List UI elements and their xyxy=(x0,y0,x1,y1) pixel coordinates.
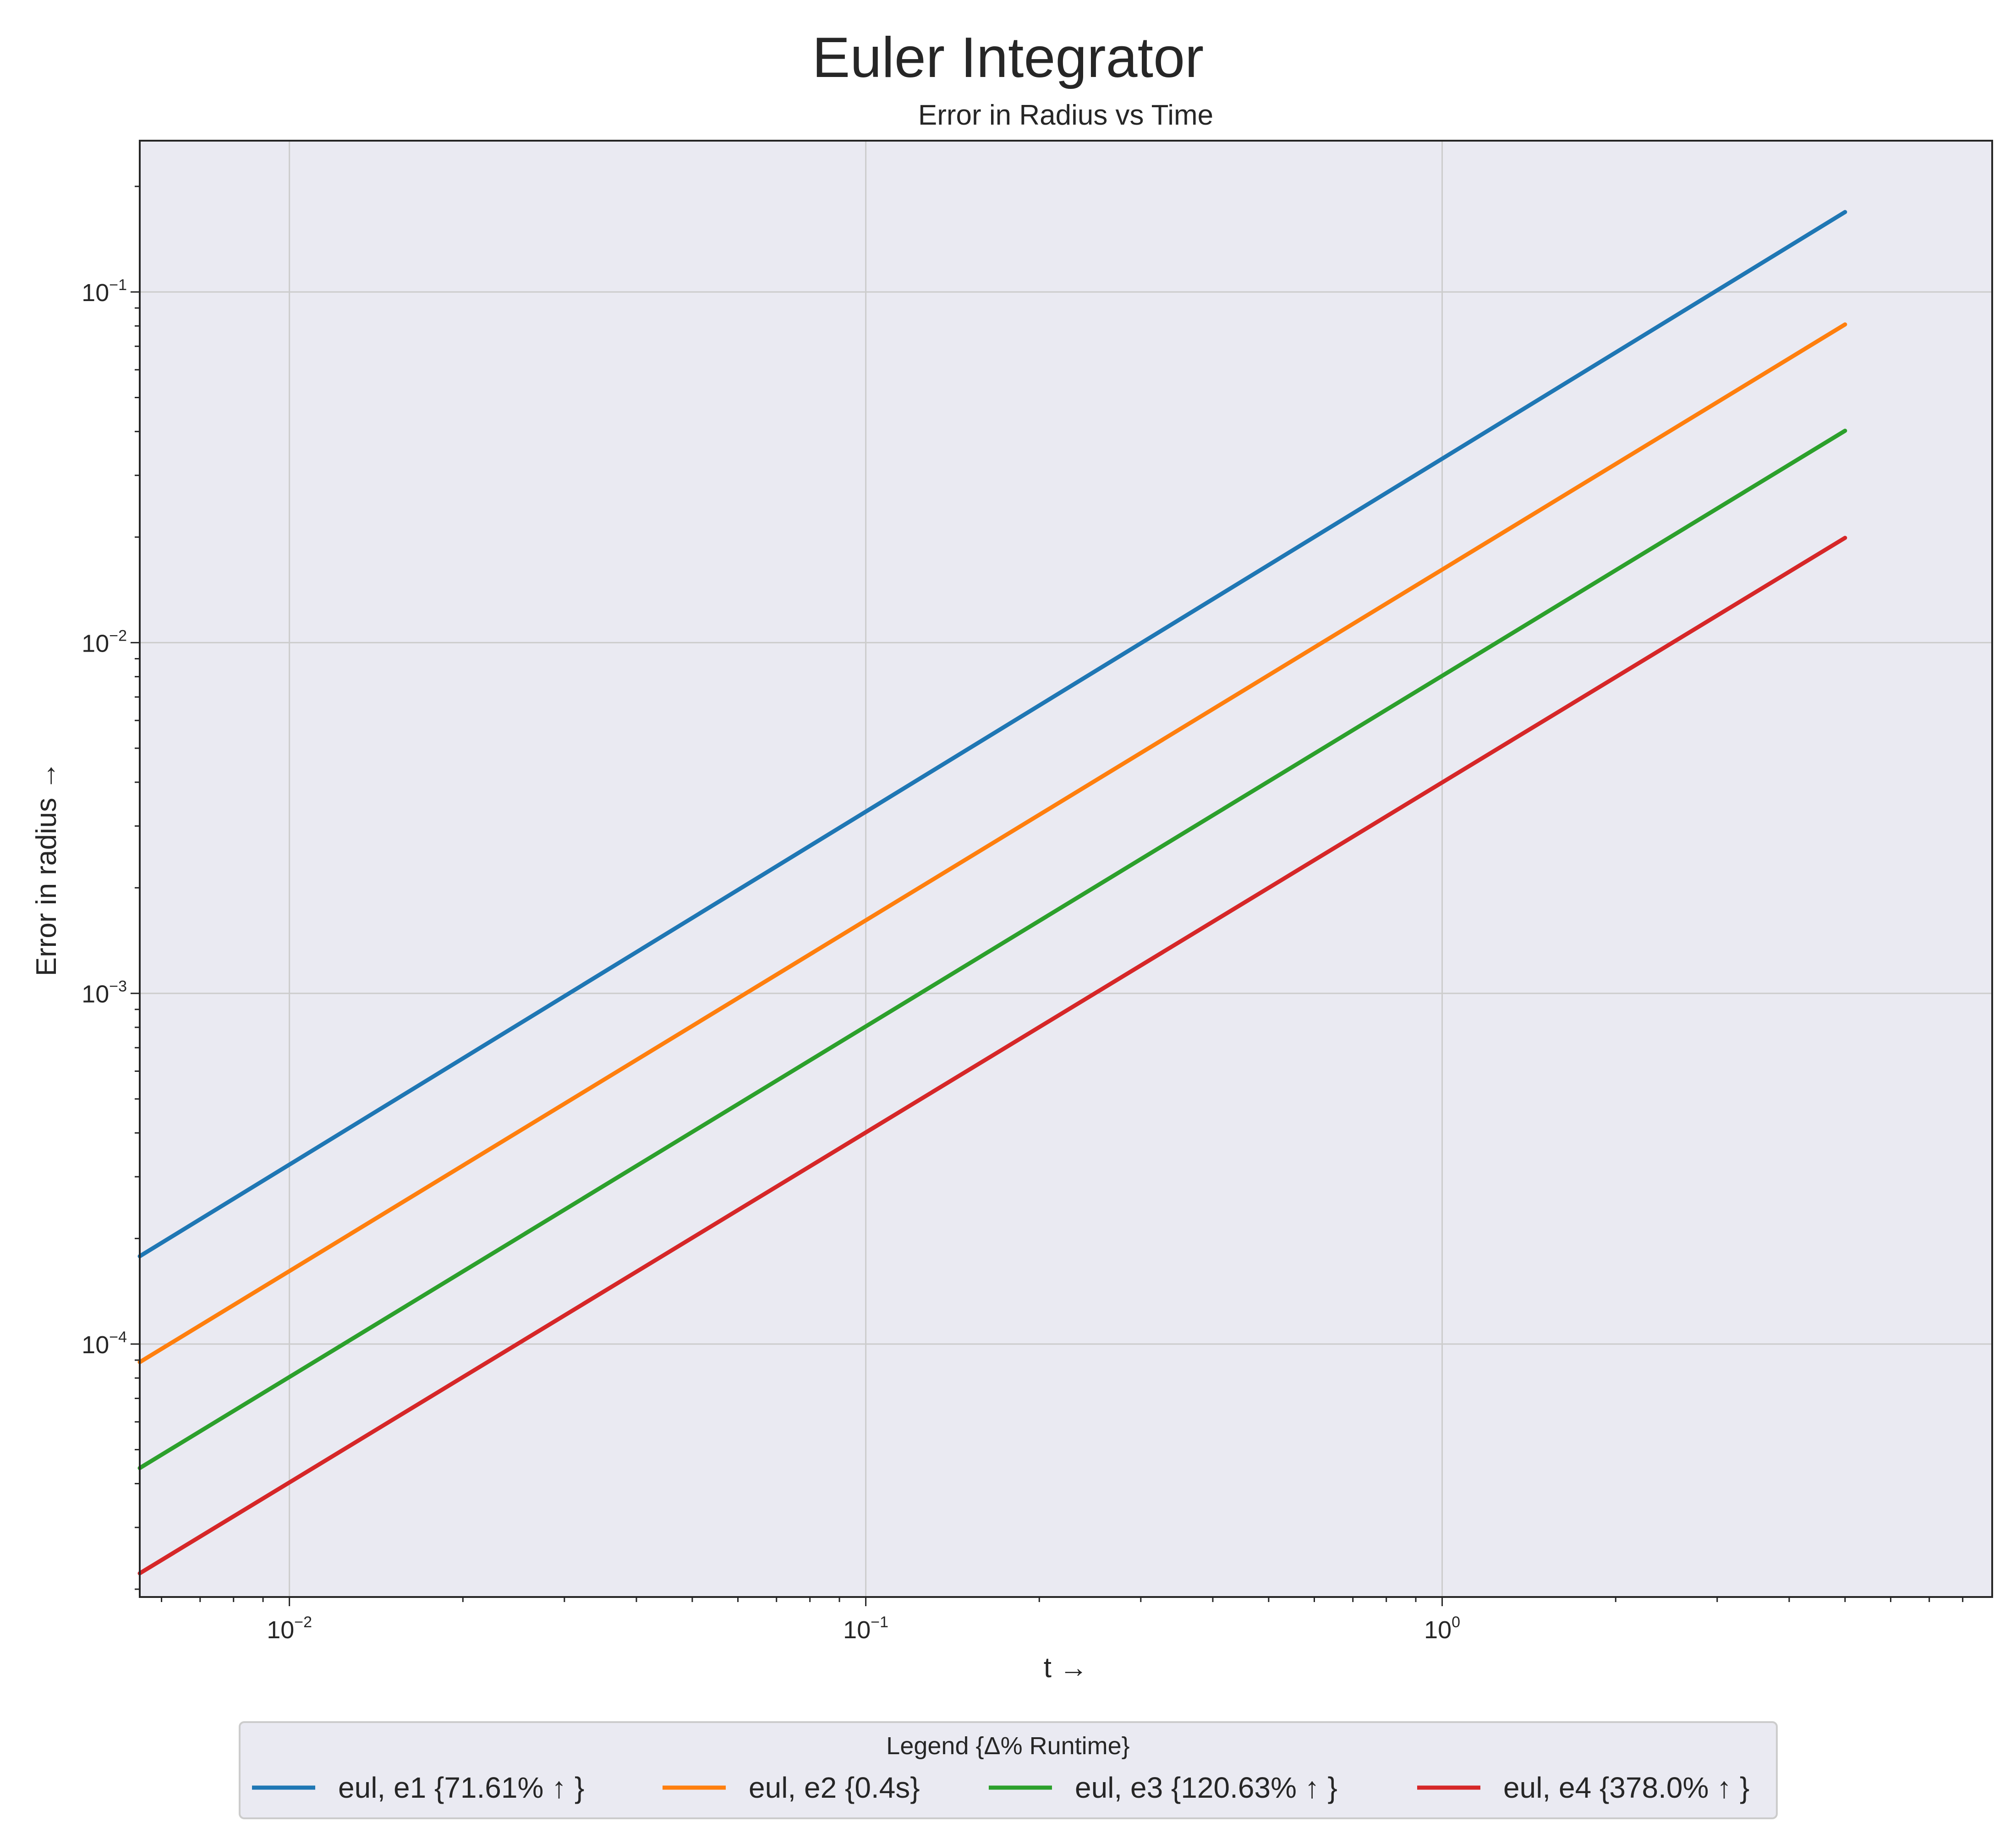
legend: Legend {Δ% Runtime} eul, e1 {71.61% ↑ } e… xyxy=(239,1721,1778,1819)
y-tick-label-base: 10 xyxy=(82,630,109,657)
series-line-2 xyxy=(137,322,1847,1364)
y-tick-label: 10−2 xyxy=(82,627,127,657)
legend-label-3: eul, e3 {120.63% ↑ } xyxy=(1075,1771,1337,1804)
x-tick-label-base: 10 xyxy=(267,1616,294,1644)
series-lines xyxy=(137,210,1847,1575)
series-line-3 xyxy=(137,428,1847,1471)
series-line-4 xyxy=(137,536,1847,1575)
x-tick-label: 10−2 xyxy=(267,1613,312,1644)
x-tick-label-base: 10 xyxy=(843,1616,871,1644)
chart-title: Error in Radius vs Time xyxy=(918,99,1213,131)
figure-title: Euler Integrator xyxy=(812,26,1204,89)
legend-items: eul, e1 {71.61% ↑ } eul, e2 {0.4s} eul, e3… xyxy=(252,1771,1749,1804)
legend-label-2: eul, e2 {0.4s} xyxy=(749,1771,920,1804)
legend-box xyxy=(239,1721,1778,1819)
legend-title: Legend {Δ% Runtime} xyxy=(886,1732,1129,1760)
x-tick-label-base: 10 xyxy=(1424,1616,1452,1644)
x-axis-ticks: 10−2 10−1 100 xyxy=(267,1597,1460,1644)
grid-lines xyxy=(140,141,1992,1597)
y-tick-label: 10−4 xyxy=(82,1328,127,1359)
x-tick-label-exponent: 0 xyxy=(1452,1613,1460,1631)
y-tick-label: 10−1 xyxy=(82,276,127,307)
y-tick-label-base: 10 xyxy=(82,279,109,307)
x-tick-label-exponent: −1 xyxy=(871,1613,888,1631)
plot-area xyxy=(140,141,1992,1597)
y-tick-label-exponent: −1 xyxy=(109,276,127,294)
y-axis-ticks: 10−410−310−210−1 xyxy=(82,276,140,1359)
legend-label-4: eul, e4 {378.0% ↑ } xyxy=(1503,1771,1749,1804)
legend-label-1: eul, e1 {71.61% ↑ } xyxy=(338,1771,584,1804)
y-tick-label-base: 10 xyxy=(82,981,109,1008)
y-tick-label-base: 10 xyxy=(82,1331,109,1359)
x-tick-label: 100 xyxy=(1424,1613,1460,1644)
x-axis-label: t → xyxy=(1044,1652,1088,1684)
x-tick-label-exponent: −2 xyxy=(294,1613,312,1631)
y-tick-label-exponent: −2 xyxy=(109,627,127,644)
y-tick-label-exponent: −4 xyxy=(109,1328,127,1346)
y-axis-label: Error in radius → xyxy=(31,762,62,977)
y-tick-label: 10−3 xyxy=(82,978,127,1008)
series-line-1 xyxy=(137,210,1847,1258)
y-tick-label-exponent: −3 xyxy=(109,978,127,995)
plot-frame xyxy=(139,140,1993,1598)
x-tick-label: 10−1 xyxy=(843,1613,888,1644)
